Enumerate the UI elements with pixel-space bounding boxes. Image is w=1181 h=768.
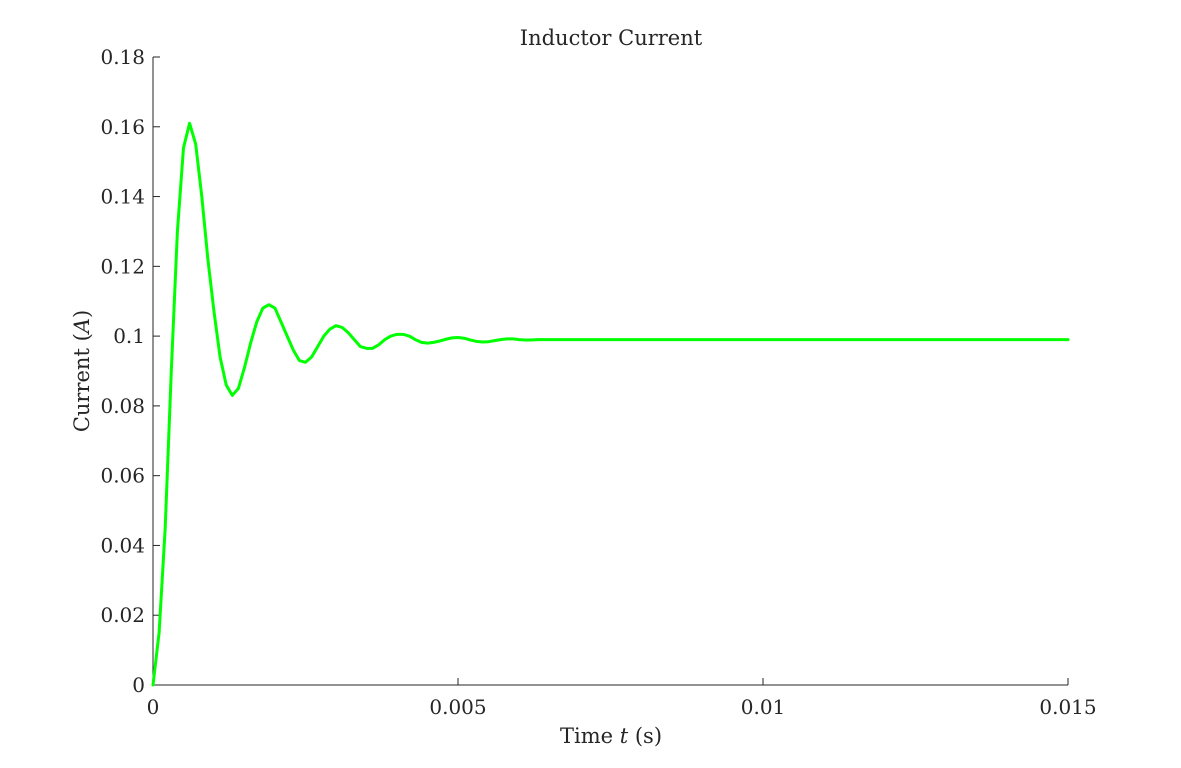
y-axis-ticks: 0 0.02 0.04 0.06 0.08 0.1 0.12 0.14 0.16 0.18 bbox=[100, 45, 160, 697]
x-tick-label: 0.005 bbox=[429, 695, 486, 719]
y-tick-label: 0.12 bbox=[100, 254, 145, 278]
y-tick-label: 0.06 bbox=[100, 464, 145, 488]
x-axis-ticks: 0 0.005 0.01 0.015 bbox=[147, 678, 1097, 719]
y-tick-label: 0.14 bbox=[100, 185, 145, 209]
y-tick-label: 0.02 bbox=[100, 603, 145, 627]
y-tick-label: 0.04 bbox=[100, 533, 145, 557]
x-tick-label: 0.01 bbox=[741, 695, 786, 719]
current-series-line bbox=[151, 121, 1070, 687]
y-tick-label: 0.18 bbox=[100, 45, 145, 69]
x-tick-label: 0.015 bbox=[1039, 695, 1096, 719]
y-tick-label: 0.1 bbox=[113, 324, 145, 348]
x-tick-label: 0 bbox=[147, 695, 160, 719]
chart-title: Inductor Current bbox=[520, 26, 703, 50]
plot-area: 0 0.02 0.04 0.06 0.08 0.1 0.12 0.14 0.16 0.18 0 0.… bbox=[100, 45, 1096, 719]
x-axis-label: Time t (s) bbox=[560, 724, 662, 748]
y-tick-label: 0 bbox=[132, 673, 145, 697]
y-tick-label: 0.08 bbox=[100, 394, 145, 418]
y-axis-label: Current (A) bbox=[70, 310, 94, 432]
y-tick-label: 0.16 bbox=[100, 115, 145, 139]
